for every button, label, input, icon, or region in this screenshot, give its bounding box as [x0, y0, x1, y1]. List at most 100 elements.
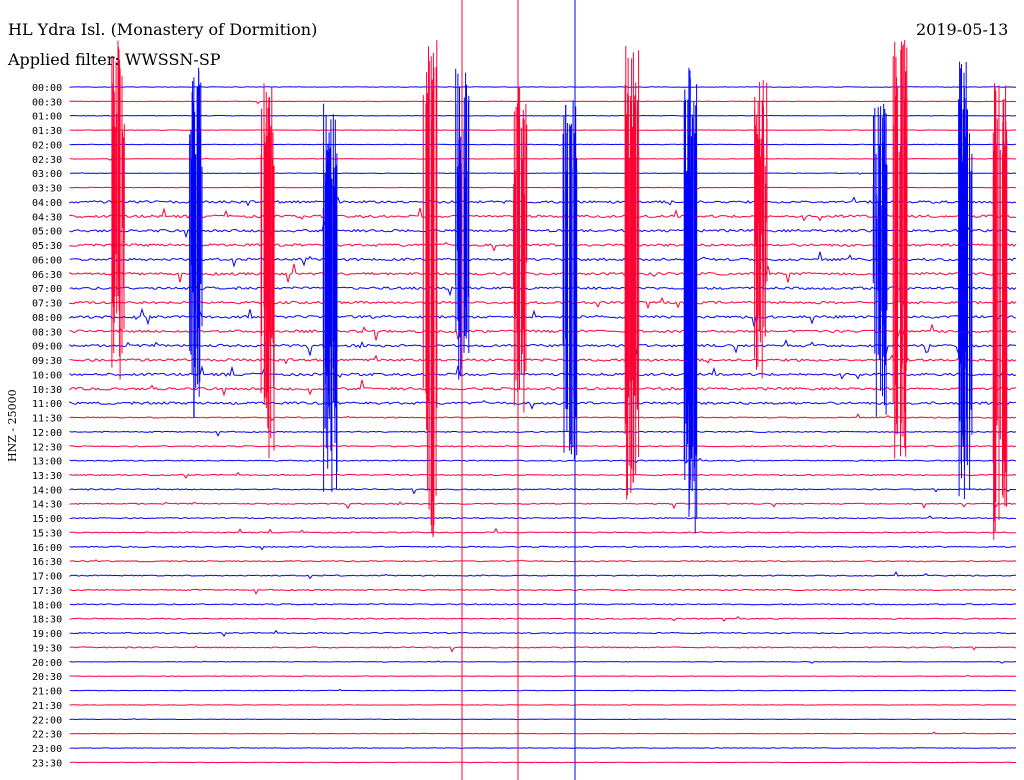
time-label: 07:00 [32, 284, 62, 295]
trace-line [69, 413, 1017, 422]
trace-line [69, 615, 1017, 622]
event-burst [892, 40, 908, 459]
event-burst [455, 68, 470, 380]
time-label: 14:00 [32, 485, 62, 496]
time-label: 05:00 [32, 227, 62, 238]
trace-line [69, 501, 1017, 510]
trace-line [69, 487, 1017, 495]
trace-line [69, 571, 1016, 580]
event-burst [513, 86, 528, 413]
time-label: 00:00 [32, 83, 62, 94]
time-label: 20:00 [32, 658, 62, 669]
time-label: 02:30 [32, 155, 62, 166]
trace-line [69, 143, 1017, 146]
trace-line [69, 761, 1017, 764]
time-label-layer: 00:00 00:30 01:00 01:30 02:00 02:30 03:00 03:30… [32, 83, 62, 769]
time-label: 10:30 [32, 385, 62, 396]
trace-line [69, 603, 1017, 606]
time-label: 17:30 [32, 586, 62, 597]
trace-line [69, 629, 1017, 638]
trace-line [69, 207, 1017, 222]
trace-line [69, 158, 1017, 161]
time-label: 12:30 [32, 442, 62, 453]
time-label: 22:00 [32, 715, 62, 726]
event-burst [992, 83, 1008, 540]
time-label: 04:30 [32, 212, 62, 223]
time-label: 11:00 [32, 399, 62, 410]
trace-line [69, 263, 1017, 283]
trace-line [69, 660, 1017, 664]
trace-line [69, 674, 1017, 677]
channel-label: HNZ - 25000 [6, 389, 19, 462]
trace-line [69, 354, 1017, 365]
trace-line [69, 293, 1017, 310]
filter-label: Applied filter: WWSSN-SP [8, 50, 221, 69]
trace-line [69, 379, 1017, 397]
trace-line [69, 645, 1017, 653]
event-burst [754, 80, 768, 379]
time-label: 18:00 [32, 600, 62, 611]
trace-line [69, 731, 1016, 735]
trace-line [69, 241, 1017, 252]
trace-line [69, 251, 1017, 268]
trace-line [69, 196, 1017, 207]
trace-line [69, 99, 1017, 105]
time-label: 08:30 [32, 327, 62, 338]
event-burst [683, 67, 698, 534]
trace-line [70, 172, 1017, 175]
trace-line [69, 129, 1017, 131]
event-burst [624, 46, 640, 500]
event-burst [322, 103, 338, 492]
time-label: 12:00 [32, 428, 62, 439]
time-label: 02:00 [32, 140, 62, 151]
time-label: 22:30 [32, 730, 62, 741]
time-label: 11:30 [32, 414, 62, 425]
time-label: 15:30 [32, 528, 62, 539]
time-label: 09:30 [32, 356, 62, 367]
trace-line [69, 545, 1017, 551]
time-label: 05:30 [32, 241, 62, 252]
station-title: HL Ydra Isl. (Monastery of Dormition) [8, 20, 318, 39]
trace-line [69, 747, 1017, 749]
date-label: 2019-05-13 [916, 20, 1009, 39]
trace-line [69, 221, 1017, 239]
trace-line [69, 704, 1017, 706]
time-label: 13:00 [32, 457, 62, 468]
trace-line [69, 430, 1017, 437]
time-label: 04:00 [32, 198, 62, 209]
time-label: 01:30 [32, 126, 62, 137]
time-label: 13:30 [32, 471, 62, 482]
trace-line [69, 400, 1017, 410]
time-label: 03:00 [32, 169, 62, 180]
time-label: 17:00 [32, 572, 62, 583]
event-burst [958, 61, 973, 499]
time-label: 15:00 [32, 514, 62, 525]
event-burst [260, 83, 275, 459]
time-label: 21:00 [32, 687, 62, 698]
time-label: 19:00 [32, 629, 62, 640]
time-label: 06:30 [32, 270, 62, 281]
time-label: 16:30 [32, 557, 62, 568]
event-burst [189, 67, 203, 418]
time-label: 09:00 [32, 342, 62, 353]
time-label: 03:30 [32, 184, 62, 195]
trace-line [69, 457, 1017, 464]
trace-line [69, 323, 1016, 341]
time-label: 08:00 [32, 313, 62, 324]
time-label: 01:00 [32, 112, 62, 123]
time-label: 16:00 [32, 543, 62, 554]
time-label: 07:30 [32, 299, 62, 310]
trace-line [69, 365, 1017, 380]
trace-line [69, 339, 1017, 356]
trace-line [69, 114, 1017, 117]
time-label: 23:30 [32, 758, 62, 769]
time-label: 10:00 [32, 370, 62, 381]
trace-line [69, 515, 1017, 520]
trace-line [69, 471, 1017, 479]
time-label: 00:30 [32, 97, 62, 108]
event-burst [422, 40, 438, 538]
trace-line [69, 688, 1017, 692]
trace-line [69, 559, 1017, 563]
trace-layer [69, 0, 1017, 780]
